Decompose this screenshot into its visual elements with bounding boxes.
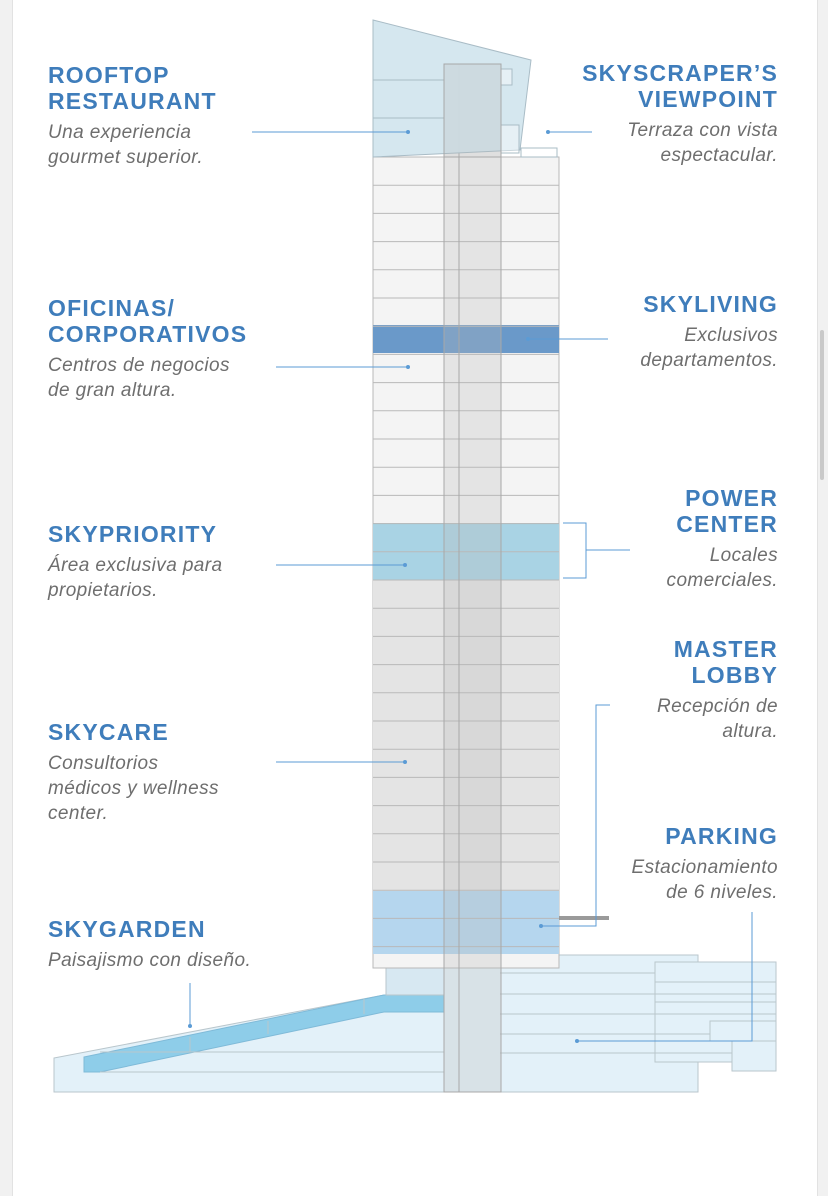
- parking-title: PARKING: [665, 823, 778, 849]
- master-desc: Recepción de altura.: [657, 696, 778, 742]
- skypriority-title: SKYPRIORITY: [48, 521, 218, 547]
- dot-viewpoint: [546, 130, 550, 134]
- label-skyscrapers-viewpoint: SKYSCRAPER’S VIEWPOINT Terraza con vista…: [582, 60, 778, 168]
- leader-master-lobby: [541, 704, 610, 927]
- master-title: MASTER LOBBY: [673, 636, 778, 688]
- podium: [53, 954, 777, 1093]
- dot-skypriority: [403, 563, 407, 567]
- dot-master-lobby: [539, 924, 543, 928]
- label-master-lobby: MASTER LOBBY Recepción de altura.: [657, 636, 778, 744]
- label-skypriority: SKYPRIORITY Área exclusiva para propieta…: [48, 521, 222, 603]
- label-skygarden: SKYGARDEN Paisajismo con diseño.: [48, 916, 251, 973]
- tower-core: [443, 63, 502, 1093]
- parking-annex: [709, 1020, 777, 1042]
- bracket-power: [563, 522, 587, 579]
- skycare-section: [373, 580, 559, 891]
- skyliving-desc: Exclusivos departamentos.: [640, 325, 778, 371]
- tower: [372, 63, 609, 1093]
- dot-oficinas: [406, 365, 410, 369]
- dot-parking: [575, 1039, 579, 1043]
- parking-annex: [731, 1040, 777, 1072]
- dot-skygarden: [188, 1024, 192, 1028]
- label-power-center: POWER CENTER Locales comerciales.: [667, 485, 778, 593]
- label-rooftop-restaurant: ROOFTOP RESTAURANT Una experiencia gourm…: [48, 62, 217, 170]
- oficinas-desc: Centros de negocios de gran altura.: [48, 355, 230, 401]
- tower-foot: [385, 967, 445, 996]
- rooftop-title: ROOFTOP RESTAURANT: [48, 62, 217, 114]
- skycare-title: SKYCARE: [48, 719, 169, 745]
- core-top: [443, 63, 502, 158]
- viewpoint-terrace: [520, 147, 558, 158]
- label-skycare: SKYCARE Consultorios médicos y wellness …: [48, 719, 219, 826]
- skypriority-desc: Área exclusiva para propietarios.: [48, 555, 223, 601]
- rooftop-glass: [372, 19, 532, 158]
- skycare-desc: Consultorios médicos y wellness center.: [48, 753, 219, 824]
- oficinas-title: OFICINAS/ CORPORATIVOS: [48, 295, 248, 347]
- tower-floors: [373, 184, 559, 948]
- power-desc: Locales comerciales.: [666, 545, 778, 591]
- rooftop: [372, 19, 558, 158]
- scrollbar-thumb[interactable]: [820, 330, 824, 480]
- label-oficinas-corporativos: OFICINAS/ CORPORATIVOS Centros de negoci…: [48, 295, 247, 403]
- rooftop-desc: Una experiencia gourmet superior.: [48, 122, 203, 168]
- leader-dots: [188, 130, 579, 1043]
- leader-parking: [577, 912, 753, 1042]
- dot-skyliving: [526, 337, 530, 341]
- skygarden-title: SKYGARDEN: [48, 916, 206, 942]
- rooftop-box: [500, 124, 520, 154]
- dot-rooftop: [406, 130, 410, 134]
- label-skyliving: SKYLIVING Exclusivos departamentos.: [640, 291, 778, 373]
- skygarden-desc: Paisajismo con diseño.: [48, 950, 252, 971]
- parking-desc: Estacionamiento de 6 niveles.: [631, 857, 778, 903]
- rooftop-box: [500, 68, 513, 86]
- label-parking: PARKING Estacionamiento de 6 niveles.: [632, 823, 778, 905]
- skyliving-title: SKYLIVING: [643, 291, 778, 317]
- viewpoint-desc: Terraza con vista espectacular.: [627, 120, 778, 166]
- power-title: POWER CENTER: [676, 485, 778, 537]
- dot-skycare: [403, 760, 407, 764]
- parking-bar: [559, 916, 609, 920]
- leader-lines: [189, 131, 753, 1042]
- viewpoint-title: SKYSCRAPER’S VIEWPOINT: [582, 60, 778, 112]
- skygarden-band: [373, 891, 559, 954]
